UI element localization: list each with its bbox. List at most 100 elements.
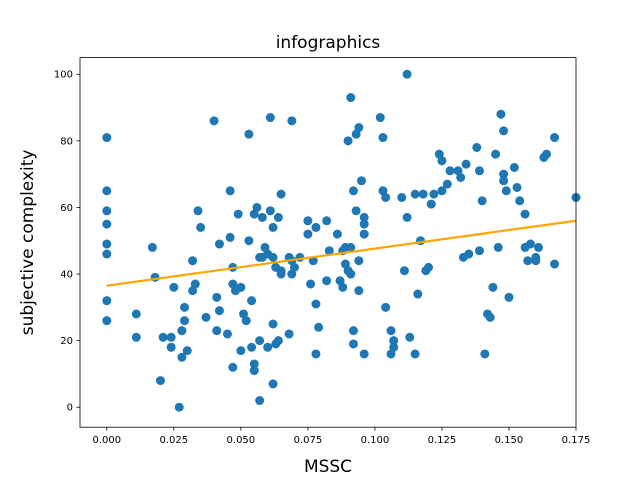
data-point — [550, 259, 560, 269]
data-point — [268, 379, 278, 389]
data-point — [346, 269, 356, 279]
data-point — [249, 359, 259, 369]
data-point — [357, 176, 367, 186]
data-point — [311, 222, 321, 232]
data-point — [512, 182, 522, 192]
y-tick-label: 20 — [60, 336, 73, 347]
data-point — [177, 352, 187, 362]
data-point — [496, 109, 506, 119]
x-tick-label: 0.025 — [160, 435, 189, 446]
data-point — [249, 366, 259, 376]
data-point — [247, 342, 257, 352]
data-point — [410, 189, 420, 199]
data-point — [426, 199, 436, 209]
data-point — [190, 279, 200, 289]
data-point — [263, 342, 273, 352]
data-point — [501, 186, 511, 196]
data-point — [209, 116, 219, 126]
y-tick-label: 80 — [60, 136, 73, 147]
data-point — [188, 256, 198, 266]
data-point — [437, 156, 447, 166]
data-point — [182, 346, 192, 356]
data-point — [485, 312, 495, 322]
y-axis-label: subjective complexity — [18, 150, 38, 336]
data-point — [265, 206, 275, 216]
data-point — [378, 133, 388, 143]
data-point — [247, 296, 257, 306]
data-point — [359, 349, 369, 359]
data-point — [166, 342, 176, 352]
x-axis-ticks: 0.000 0.025 0.050 0.075 0.100 0.125 0.150 0.175 — [92, 427, 590, 446]
data-point — [233, 209, 243, 219]
data-point — [314, 322, 324, 332]
data-point — [131, 332, 141, 342]
data-point — [499, 169, 509, 179]
x-tick-label: 0.000 — [92, 435, 121, 446]
y-tick-label: 0 — [67, 403, 73, 414]
data-point — [348, 326, 358, 336]
data-point — [276, 189, 286, 199]
trend-line — [106, 219, 577, 287]
data-point — [472, 143, 482, 152]
data-point — [102, 239, 112, 249]
data-point — [477, 196, 487, 206]
data-point — [244, 129, 254, 139]
data-point — [456, 172, 466, 182]
data-point — [445, 166, 455, 176]
data-point — [464, 249, 474, 259]
data-point — [289, 262, 299, 272]
data-point — [241, 316, 251, 326]
data-point — [214, 239, 224, 249]
chart-title: infographics — [276, 33, 381, 53]
data-point — [201, 312, 211, 322]
data-point — [346, 93, 356, 103]
data-point — [405, 332, 415, 342]
data-point — [225, 186, 235, 196]
data-point — [499, 176, 509, 186]
data-point — [418, 189, 428, 199]
x-tick-label: 0.150 — [495, 435, 524, 446]
data-point — [102, 186, 112, 196]
trend-line-layer — [106, 219, 577, 287]
data-point — [533, 242, 543, 252]
data-point — [474, 166, 484, 176]
data-point — [389, 342, 399, 352]
data-point — [273, 336, 283, 346]
data-point — [523, 256, 533, 266]
data-point — [236, 346, 246, 356]
data-point — [284, 329, 294, 339]
axes-frame — [79, 57, 577, 428]
data-point — [424, 262, 434, 272]
data-point — [488, 282, 498, 292]
data-point — [480, 349, 490, 359]
data-point — [102, 316, 112, 326]
data-point — [332, 229, 342, 239]
data-point — [499, 126, 509, 136]
data-point — [102, 249, 112, 259]
data-point — [354, 123, 364, 133]
x-tick-label: 0.175 — [562, 435, 591, 446]
data-point — [212, 292, 222, 302]
data-points — [102, 69, 581, 412]
data-point — [461, 159, 471, 169]
data-point — [504, 292, 514, 302]
data-point — [158, 332, 168, 342]
data-point — [399, 266, 409, 276]
x-tick-label: 0.100 — [361, 435, 390, 446]
data-point — [273, 212, 283, 222]
data-point — [228, 362, 238, 372]
x-axis-label: MSSC — [304, 457, 352, 477]
data-point — [520, 209, 530, 219]
data-point — [515, 196, 525, 206]
data-point — [287, 116, 297, 126]
data-point — [437, 186, 447, 196]
data-point — [268, 222, 278, 232]
data-point — [169, 282, 179, 292]
data-point — [311, 299, 321, 309]
data-point — [402, 212, 412, 222]
data-point — [244, 236, 254, 246]
data-point — [359, 219, 369, 229]
data-point — [542, 149, 552, 159]
data-point — [180, 302, 190, 312]
